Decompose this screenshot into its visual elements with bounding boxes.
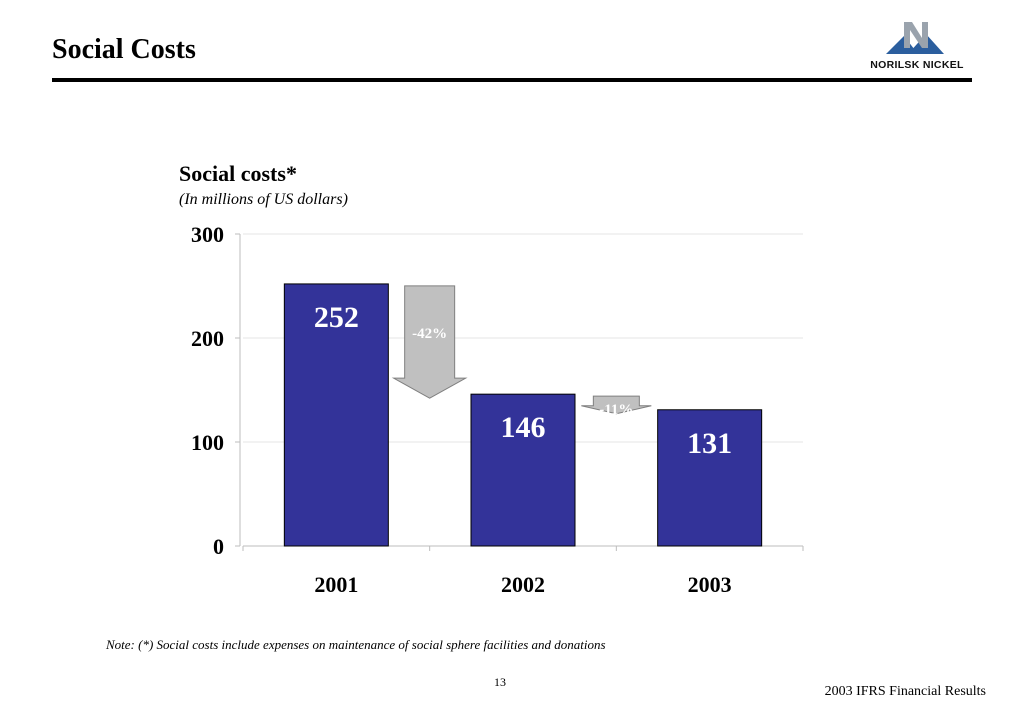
bar-2003 <box>657 409 763 547</box>
norilsk-nickel-logo: NORILSK NICKEL <box>858 18 976 76</box>
title-divider <box>52 78 972 82</box>
footer-text: 2003 IFRS Financial Results <box>824 684 986 699</box>
bar-2001 <box>283 283 389 547</box>
page-number: 13 <box>494 675 506 689</box>
x-tick-label: 2002 <box>501 572 545 597</box>
chart-title: Social costs* <box>179 161 297 186</box>
bar-2002 <box>470 393 576 547</box>
data-label: 252 <box>314 301 359 334</box>
change-label: -11% <box>599 402 633 418</box>
change-arrow <box>391 285 468 399</box>
y-tick-label: 300 <box>191 222 224 247</box>
y-tick-label: 200 <box>191 326 224 351</box>
x-tick-label: 2001 <box>314 572 358 597</box>
data-label: 131 <box>687 427 732 460</box>
data-label: 146 <box>501 411 546 444</box>
chart-subtitle: (In millions of US dollars) <box>179 191 348 208</box>
logo-wordmark: NORILSK NICKEL <box>870 59 964 71</box>
logo-emblem-icon <box>886 22 944 54</box>
footnote: Note: (*) Social costs include expenses … <box>106 637 606 652</box>
slide-title: Social Costs <box>52 34 196 65</box>
y-tick-label: 0 <box>213 534 224 559</box>
change-label: -42% <box>412 326 447 342</box>
x-tick-label: 2003 <box>688 572 732 597</box>
change-arrow <box>581 395 652 415</box>
y-tick-label: 100 <box>191 430 224 455</box>
